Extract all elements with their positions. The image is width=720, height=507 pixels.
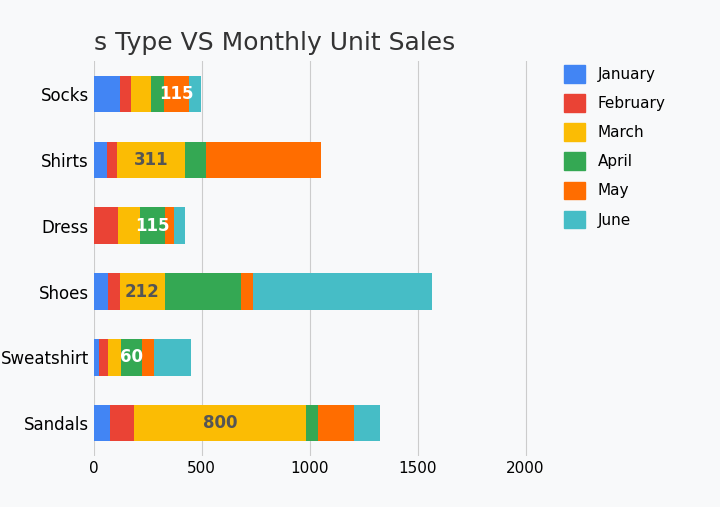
Bar (94, 141, 107, 178)
Bar (164, 76, 189, 112)
Text: 115: 115 (159, 85, 194, 103)
Bar (108, 273, 120, 310)
Legend: January, February, March, April, May, June: January, February, March, April, May, Ju… (559, 60, 670, 233)
Bar (117, 141, 184, 178)
Bar (94, 339, 99, 376)
Text: 115: 115 (135, 216, 170, 235)
Text: 212: 212 (125, 282, 160, 301)
Bar (110, 405, 134, 442)
Text: 311: 311 (134, 151, 168, 169)
Bar (120, 273, 166, 310)
Text: s Type VS Monthly Unit Sales: s Type VS Monthly Unit Sales (94, 31, 455, 55)
Bar (307, 405, 318, 442)
Bar (132, 76, 151, 112)
Text: 60: 60 (120, 348, 143, 367)
Bar (140, 207, 165, 244)
Bar (318, 405, 354, 442)
Bar (108, 339, 121, 376)
Text: 800: 800 (203, 414, 237, 432)
Bar (165, 207, 174, 244)
Bar (143, 339, 154, 376)
Bar (241, 273, 253, 310)
Bar (94, 207, 119, 244)
Bar (94, 76, 120, 112)
Bar (189, 76, 200, 112)
Bar (94, 273, 108, 310)
Bar (354, 405, 380, 442)
Bar (121, 339, 143, 376)
Bar (94, 405, 110, 442)
Bar (119, 207, 140, 244)
Bar (174, 207, 186, 244)
Bar (107, 141, 117, 178)
Bar (134, 405, 307, 442)
Bar (253, 273, 432, 310)
Bar (151, 76, 164, 112)
Bar (120, 76, 132, 112)
Bar (154, 339, 191, 376)
Bar (166, 273, 241, 310)
Bar (99, 339, 108, 376)
Bar (184, 141, 206, 178)
Bar (206, 141, 320, 178)
